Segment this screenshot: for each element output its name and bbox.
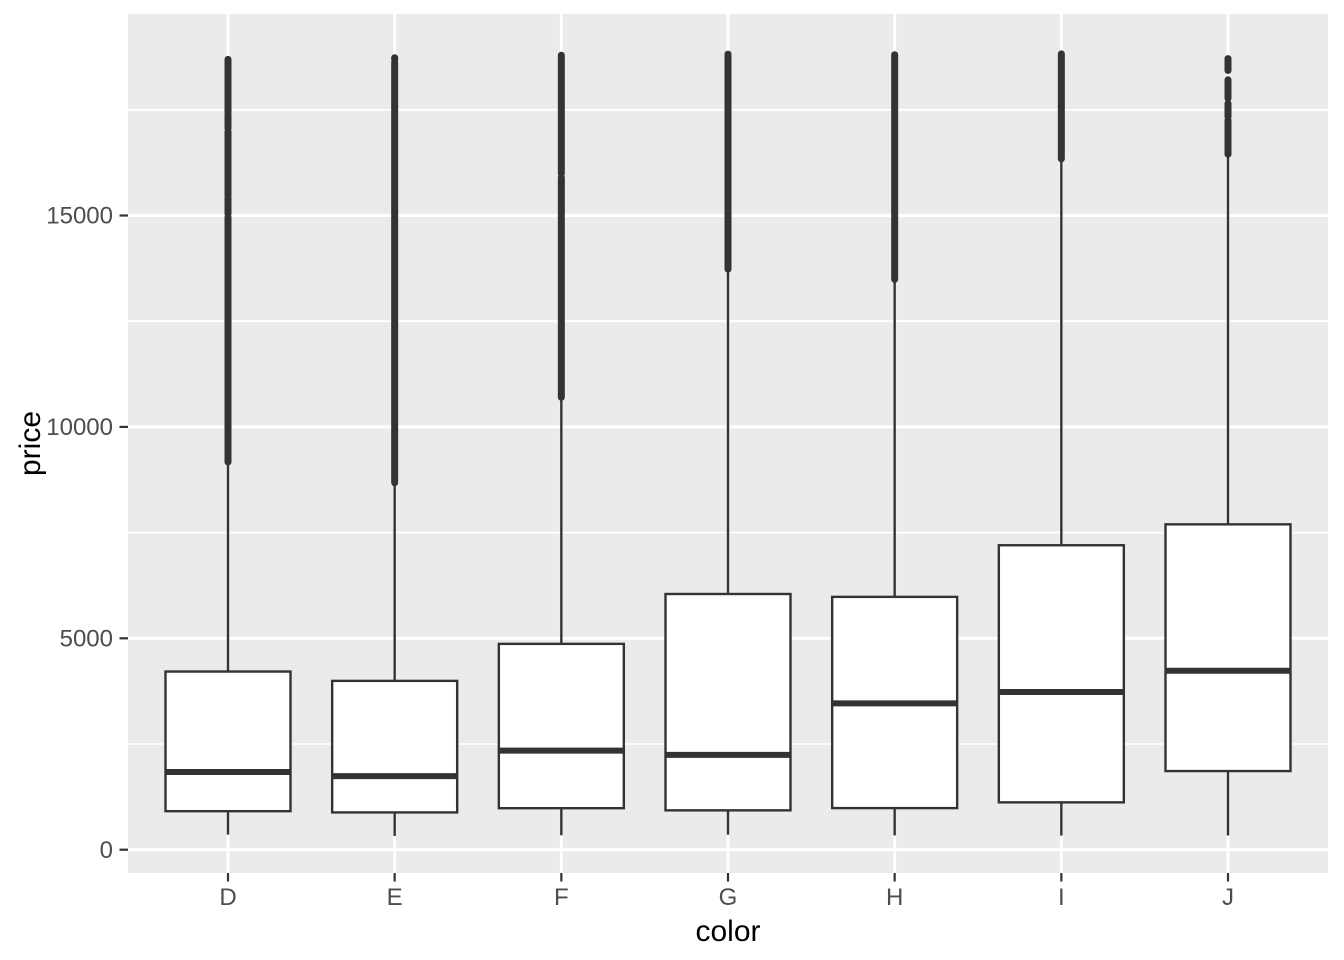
y-tick-label: 0 bbox=[100, 837, 113, 864]
x-tick-label: G bbox=[719, 884, 738, 911]
x-tick-label: E bbox=[387, 884, 403, 911]
x-tick-label: D bbox=[219, 884, 236, 911]
x-axis-title: color bbox=[695, 915, 760, 948]
box-f bbox=[497, 642, 626, 810]
box-d bbox=[164, 670, 292, 813]
box-j bbox=[1164, 523, 1292, 773]
x-tick-label: H bbox=[886, 884, 903, 911]
box-g bbox=[664, 592, 792, 812]
y-tick-label: 10000 bbox=[46, 414, 113, 441]
box-i bbox=[997, 544, 1126, 804]
x-tick-label: F bbox=[554, 884, 569, 911]
x-tick-label: I bbox=[1058, 884, 1065, 911]
y-tick-label: 15000 bbox=[46, 203, 113, 230]
box-e bbox=[330, 679, 459, 814]
x-tick-label: J bbox=[1222, 884, 1234, 911]
y-tick-label: 5000 bbox=[60, 625, 113, 652]
y-axis-title: price bbox=[14, 411, 47, 476]
